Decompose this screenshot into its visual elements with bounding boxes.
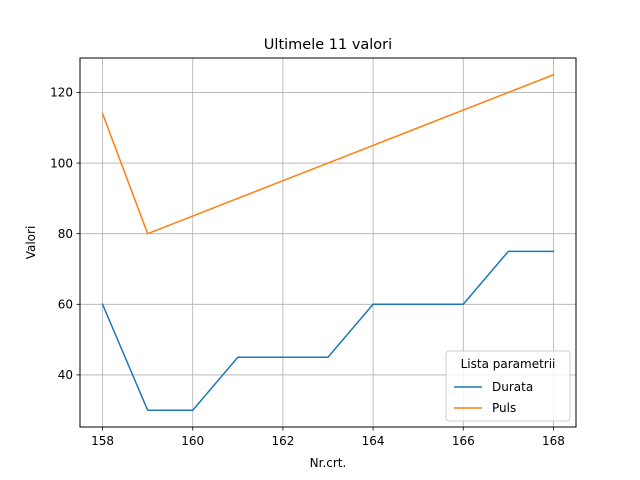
y-tick-label: 60 [58, 298, 73, 312]
legend-label-puls: Puls [492, 401, 516, 415]
x-tick-label: 158 [91, 434, 114, 448]
x-tick-label: 168 [542, 434, 565, 448]
x-tick-label: 164 [362, 434, 385, 448]
legend-label-durata: Durata [492, 380, 533, 394]
legend-title: Lista parametrii [461, 357, 556, 371]
x-axis-ticks: 158 160 162 164 166 168 [91, 427, 565, 448]
y-axis-ticks: 40 60 80 100 120 [50, 86, 80, 382]
legend-box [445, 350, 571, 422]
series-line-durata [101, 250, 555, 411]
series-line-puls [101, 73, 555, 235]
y-tick-label: 80 [58, 227, 73, 241]
y-tick-label: 40 [58, 368, 73, 382]
y-tick-label: 120 [50, 86, 73, 100]
y-axis-label: Valori [24, 226, 38, 260]
x-tick-label: 166 [452, 434, 475, 448]
series-group [101, 73, 555, 411]
x-tick-label: 160 [181, 434, 204, 448]
legend: Lista parametrii Durata Puls [445, 350, 571, 422]
y-tick-label: 100 [50, 156, 73, 170]
chart-title: Ultimele 11 valori [264, 37, 392, 53]
x-tick-label: 162 [271, 434, 294, 448]
axes-frame [79, 57, 577, 428]
x-axis-label: Nr.crt. [310, 456, 347, 470]
legend-items: Durata Puls [454, 380, 533, 415]
